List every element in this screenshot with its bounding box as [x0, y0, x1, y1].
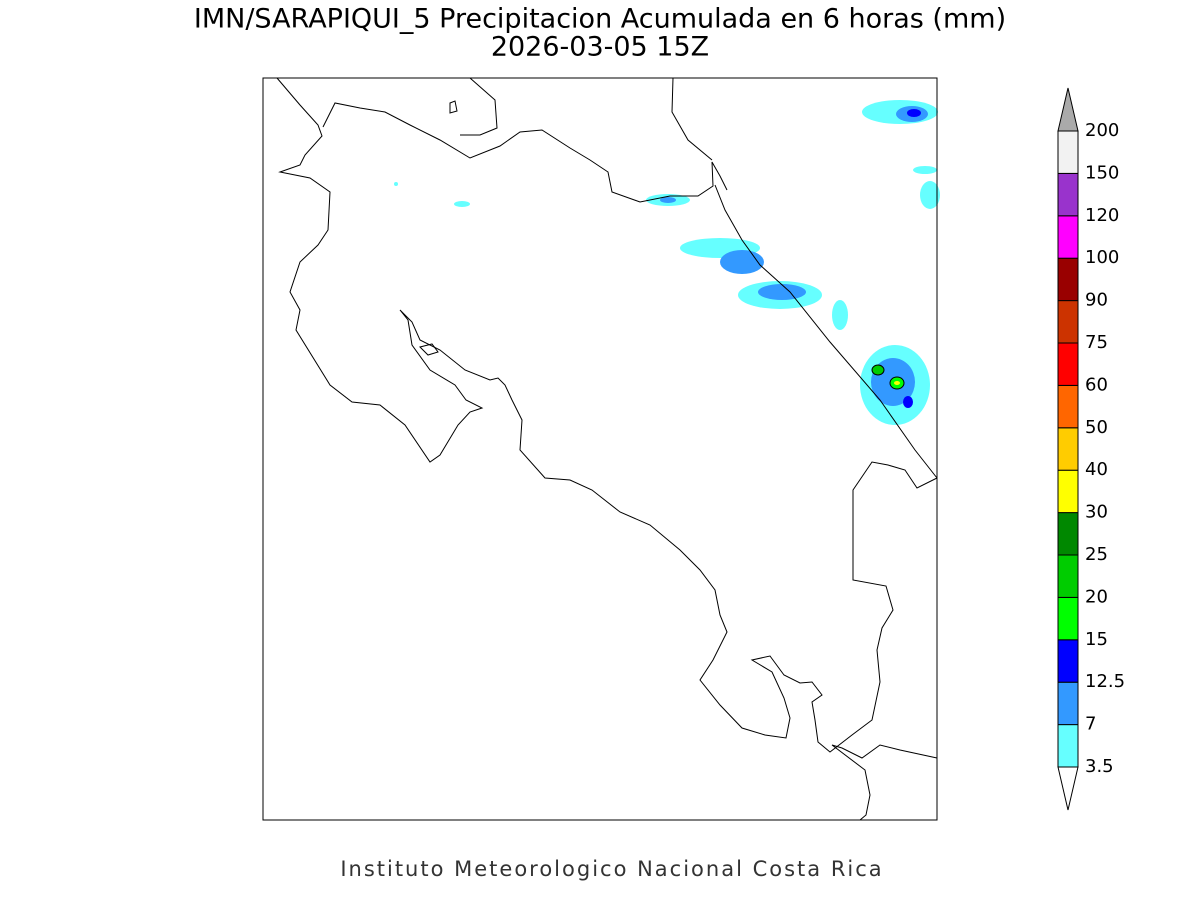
colorbar-label: 20	[1085, 586, 1108, 607]
colorbar-box	[1057, 639, 1079, 683]
colorbar-label: 90	[1085, 290, 1108, 311]
colorbar-label: 30	[1085, 502, 1108, 523]
colorbar-label: 7	[1085, 714, 1096, 735]
colorbar-over	[1057, 87, 1079, 132]
colorbar-label: 25	[1085, 544, 1108, 565]
colorbar-box	[1057, 469, 1079, 514]
colorbar-label: 3.5	[1085, 756, 1114, 777]
colorbar-label: 200	[1085, 120, 1119, 141]
colorbar-label: 120	[1085, 205, 1119, 226]
footer: Instituto Meteorologico Nacional Costa R…	[340, 857, 883, 881]
colorbar-label: 100	[1085, 247, 1119, 268]
colorbar-box	[1057, 384, 1079, 429]
colorbar-label: 15	[1085, 629, 1108, 650]
colorbar-label: 150	[1085, 162, 1119, 183]
colorbar-label: 40	[1085, 459, 1108, 480]
subtitle: 2026-03-05 15Z	[491, 32, 709, 63]
colorbar-label: 60	[1085, 374, 1108, 395]
colorbar-box	[1057, 257, 1079, 302]
colorbar-box	[1057, 724, 1079, 768]
precipitation	[394, 100, 940, 425]
colorbar: 3.5 7 12.5 15 20 25 30 40 50 60 75 90 100 120 150 200	[1057, 87, 1125, 811]
colorbar-box	[1057, 130, 1079, 174]
colorbar-label: 12.5	[1085, 671, 1125, 692]
map-frame	[262, 77, 938, 821]
colorbar-box	[1057, 215, 1079, 259]
colorbar-box	[1057, 427, 1079, 471]
colorbar-box	[1057, 596, 1079, 641]
colorbar-box	[1057, 512, 1079, 556]
colorbar-box	[1057, 681, 1079, 726]
coastline	[276, 77, 938, 821]
colorbar-label: 75	[1085, 332, 1108, 353]
colorbar-box	[1057, 172, 1079, 217]
title: IMN/SARAPIQUI_5 Precipitacion Acumulada …	[194, 4, 1006, 35]
colorbar-label: 50	[1085, 417, 1108, 438]
colorbar-under	[1057, 766, 1079, 811]
colorbar-box	[1057, 554, 1079, 598]
colorbar-box	[1057, 342, 1079, 386]
colorbar-box	[1057, 300, 1079, 344]
